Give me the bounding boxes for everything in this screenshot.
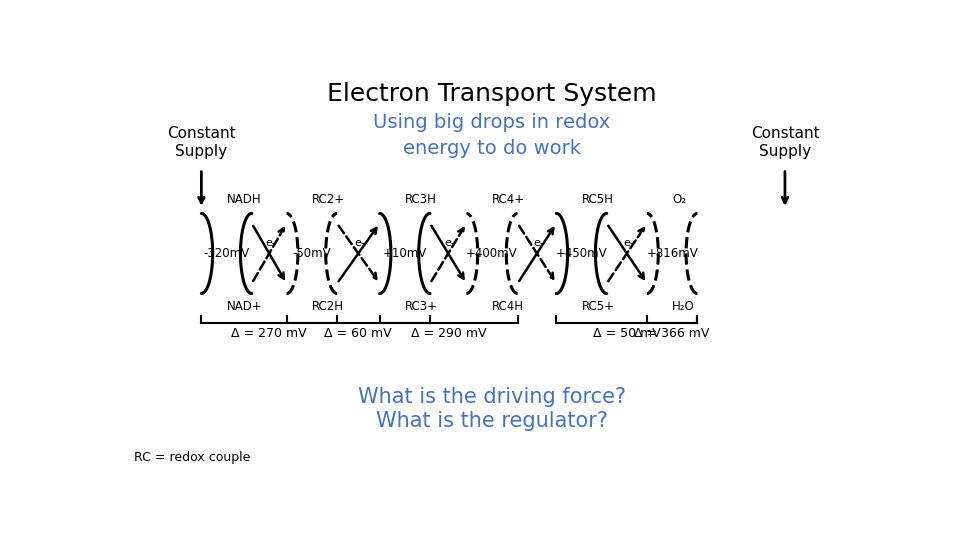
Text: What is the regulator?: What is the regulator? <box>376 410 608 430</box>
Text: RC5H: RC5H <box>582 193 613 206</box>
Text: Δ = 50 mV: Δ = 50 mV <box>593 327 660 340</box>
Text: RC2H: RC2H <box>312 300 344 313</box>
Text: Electron Transport System: Electron Transport System <box>327 82 657 106</box>
Text: RC2+: RC2+ <box>312 193 345 206</box>
Text: NADH: NADH <box>227 193 261 206</box>
Text: H₂O: H₂O <box>672 300 695 313</box>
Text: Δ = 270 mV: Δ = 270 mV <box>231 327 307 340</box>
Text: Δ = 60 mV: Δ = 60 mV <box>324 327 392 340</box>
Text: RC5+: RC5+ <box>582 300 614 313</box>
Text: NAD+: NAD+ <box>227 300 262 313</box>
Text: RC3H: RC3H <box>405 193 437 206</box>
Text: +10mV: +10mV <box>383 247 427 260</box>
Text: e-: e- <box>354 239 366 248</box>
Text: Using big drops in redox
energy to do work: Using big drops in redox energy to do wo… <box>373 112 611 158</box>
Text: O₂: O₂ <box>672 193 686 206</box>
Text: -320mV: -320mV <box>204 247 250 260</box>
Text: -50mV: -50mV <box>293 247 331 260</box>
Text: e-: e- <box>444 239 455 248</box>
Text: e-: e- <box>623 239 634 248</box>
Text: e-: e- <box>533 239 544 248</box>
Text: +400mV: +400mV <box>467 247 517 260</box>
Text: e-: e- <box>265 239 276 248</box>
Text: Constant
Supply: Constant Supply <box>751 126 819 159</box>
Text: RC4H: RC4H <box>492 300 524 313</box>
Text: +450mV: +450mV <box>556 247 608 260</box>
Text: +816mV: +816mV <box>646 247 698 260</box>
Text: Δ = 366 mV: Δ = 366 mV <box>635 327 709 340</box>
Text: RC4+: RC4+ <box>492 193 525 206</box>
Text: RC = redox couple: RC = redox couple <box>134 451 251 464</box>
Text: Δ = 290 mV: Δ = 290 mV <box>411 327 487 340</box>
Text: Constant
Supply: Constant Supply <box>167 126 236 159</box>
Text: What is the driving force?: What is the driving force? <box>358 387 626 408</box>
Text: RC3+: RC3+ <box>405 300 438 313</box>
